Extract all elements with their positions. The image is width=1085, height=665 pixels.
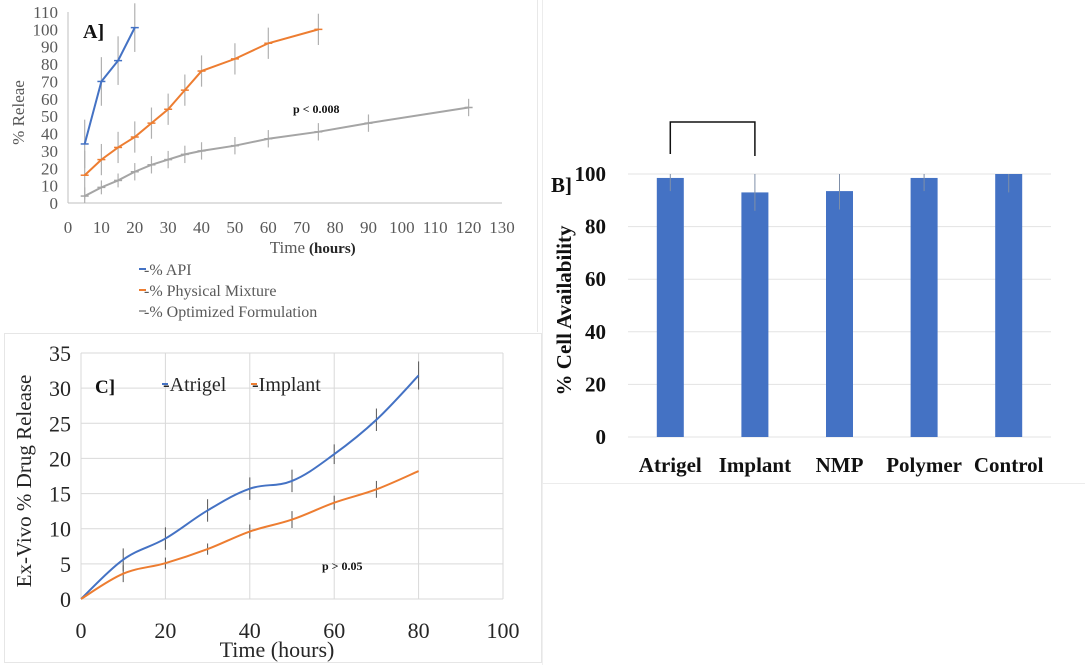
x-tick-label: 90 (360, 218, 377, 237)
panel-b-cell-availability-chart: 0 20 40 60 80 100 Atrigel Implant NMP Polymer Cont… (293, 0, 1085, 484)
y-tick-label: 50 (41, 107, 58, 126)
x-tick-label: 100 (389, 218, 415, 237)
chart-b-svg: 0 20 40 60 80 100 Atrigel Implant NMP Polymer Cont… (293, 102, 1051, 477)
y-tick-label: 20 (49, 446, 71, 471)
y-tick-label: 100 (33, 20, 59, 39)
panel-c-exvivo-chart: 0 5 10 15 20 25 30 35 0 20 40 60 80 100 Time (hours) Ex… (4, 333, 542, 663)
x-tick-label: 30 (160, 218, 177, 237)
series-line-0 (80, 374, 420, 600)
legend-entry-2: -% Optimized Formulation (144, 304, 317, 321)
series-line-0 (83, 27, 136, 145)
x-tick-label: 110 (423, 218, 448, 237)
bar (910, 177, 938, 437)
y-tick-label: 80 (41, 55, 58, 74)
y-tick-label: 25 (49, 411, 71, 436)
x-tick-label: 10 (93, 218, 110, 237)
y-tick-label: 30 (41, 142, 58, 161)
y-tick-label: 110 (33, 3, 58, 22)
y-tick-label: 20 (41, 159, 58, 178)
x-tick-label: 80 (408, 618, 430, 643)
chart-c-svg: 0 5 10 15 20 25 30 35 0 20 40 60 80 100 Time (hours) Ex… (12, 341, 520, 662)
panel-label: C] (95, 377, 115, 398)
x-tick-label: 0 (64, 218, 73, 237)
y-tick-label: 40 (41, 125, 58, 144)
series-line-1 (80, 470, 419, 600)
y-tick-label: 60 (585, 267, 606, 291)
significance-bracket (669, 121, 756, 156)
x-tick-label: Atrigel (639, 453, 702, 477)
x-tick-label: 130 (489, 218, 515, 237)
y-tick-label: 90 (41, 38, 58, 57)
x-tick-label: 50 (226, 218, 243, 237)
y-tick-label: 30 (49, 376, 71, 401)
x-tick-label: Control (974, 453, 1044, 477)
y-tick-label: 80 (585, 215, 606, 239)
x-tick-label: Polymer (886, 453, 962, 477)
x-tick-label: 60 (323, 618, 345, 643)
x-tick-label: 20 (154, 618, 176, 643)
x-tick-label: 120 (456, 218, 482, 237)
y-tick-label: 100 (575, 162, 607, 186)
y-tick-label: 70 (41, 72, 58, 91)
significance-label: p > 0.05 (322, 559, 363, 573)
y-axis-label: % Cell Availability (552, 225, 576, 395)
y-tick-label: 40 (585, 320, 606, 344)
x-tick-label: 60 (260, 218, 277, 237)
y-tick-label: 0 (596, 425, 607, 449)
x-tick-label: 0 (76, 618, 87, 643)
bar (656, 177, 684, 437)
panel-label: B] (551, 173, 572, 197)
bar (995, 174, 1023, 437)
x-tick-label: 40 (193, 218, 210, 237)
x-tick-label: 100 (487, 618, 520, 643)
legend-entry-1: -Implant (252, 374, 321, 396)
y-tick-label: 15 (49, 482, 71, 507)
significance-label: p < 0.008 (293, 102, 340, 116)
x-tick-label: NMP (816, 453, 864, 477)
x-tick-label: 70 (293, 218, 310, 237)
legend-entry-0: -% API (144, 262, 192, 279)
panel-label: A] (83, 21, 104, 43)
y-axis-label: Ex-Vivo % Drug Release (12, 375, 36, 588)
legend-entry-1: -% Physical Mixture (144, 283, 276, 300)
y-axis-label: % Releae (9, 80, 28, 145)
x-tick-label: 20 (126, 218, 143, 237)
y-tick-label: 20 (585, 372, 606, 396)
y-tick-label: 10 (49, 517, 71, 542)
y-tick-label: 10 (41, 177, 58, 196)
y-tick-label: 5 (60, 552, 71, 577)
x-axis-label-unit: (hours) (309, 241, 356, 257)
series-line-2 (84, 106, 469, 197)
x-axis-label: Time (270, 238, 305, 257)
x-tick-label: 80 (327, 218, 344, 237)
legend-entry-0: -Atrigel (163, 374, 227, 396)
bar (741, 192, 769, 437)
x-tick-label: 40 (239, 618, 261, 643)
y-tick-label: 0 (50, 194, 59, 213)
y-tick-label: 35 (49, 341, 71, 366)
x-tick-label: Implant (719, 453, 791, 477)
x-axis-label: Time (hours) (220, 637, 335, 662)
panel-a-release-chart: 0 10 20 30 40 50 60 70 80 90 100 110 0 10 20 30 40 50 60 70… (0, 0, 538, 332)
blank-panel (542, 484, 1085, 665)
bar (826, 191, 853, 437)
y-tick-label: 60 (41, 90, 58, 109)
y-tick-label: 0 (60, 587, 71, 612)
